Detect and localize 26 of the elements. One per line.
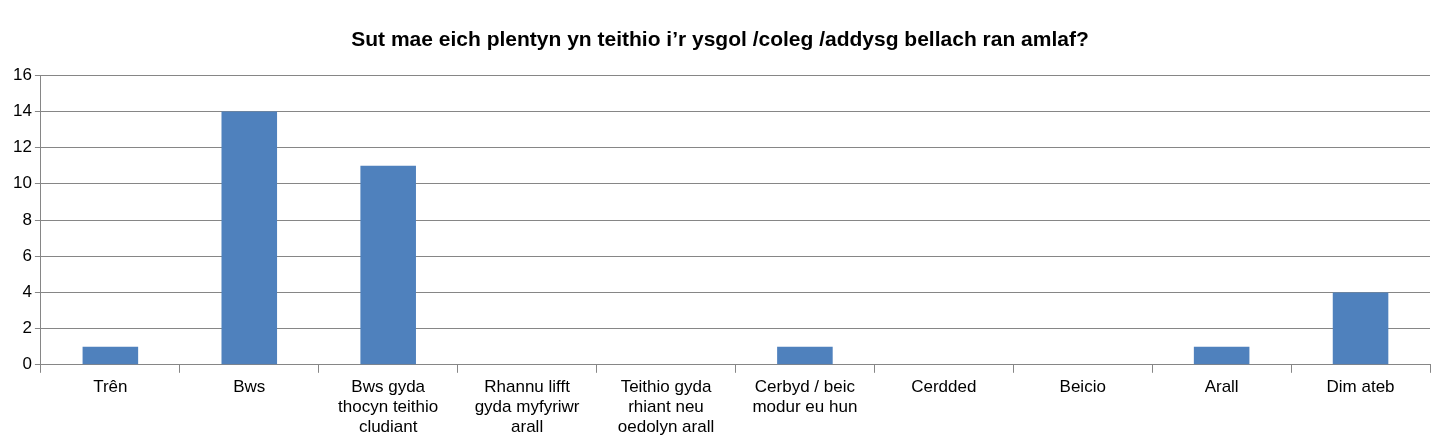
bar (1332, 292, 1389, 365)
bar (360, 165, 416, 365)
x-tick-label: Teithio gyda rhiant neu oedolyn arall (617, 376, 715, 437)
x-tick-label: Dim ateb (1326, 376, 1395, 396)
bar (1193, 346, 1250, 365)
x-tick-label: Trên (93, 376, 128, 396)
y-tick-label: 4 (22, 282, 32, 302)
chart-title: Sut mae eich plentyn yn teithio i’r ysgol /coleg /addysg bellach ran amlaf? (351, 27, 1089, 51)
y-tick-label: 0 (22, 354, 32, 374)
y-tick-label: 8 (22, 209, 32, 229)
y-tick-label: 16 (12, 64, 32, 84)
x-tick-label: Beicio (1059, 376, 1106, 396)
bar (82, 346, 139, 365)
bar (777, 346, 833, 365)
x-tick-label: Rhannu lifft gyda myfyriwr arall (474, 376, 580, 437)
x-tick-label: Cerbyd / beic modur eu hun (752, 376, 858, 417)
y-tick-label: 2 (22, 318, 32, 338)
y-tick-label: 6 (22, 245, 32, 265)
x-tick-label: Bws gyda thocyn teithio cludiant (338, 376, 439, 437)
bar (221, 111, 278, 365)
x-tick-label: Cerdded (911, 376, 977, 396)
y-tick-label: 12 (12, 137, 32, 157)
y-tick-label: 10 (12, 173, 32, 193)
x-tick-label: Bws (233, 376, 266, 396)
x-tick-label: Arall (1204, 376, 1239, 396)
y-tick-label: 14 (12, 101, 32, 121)
